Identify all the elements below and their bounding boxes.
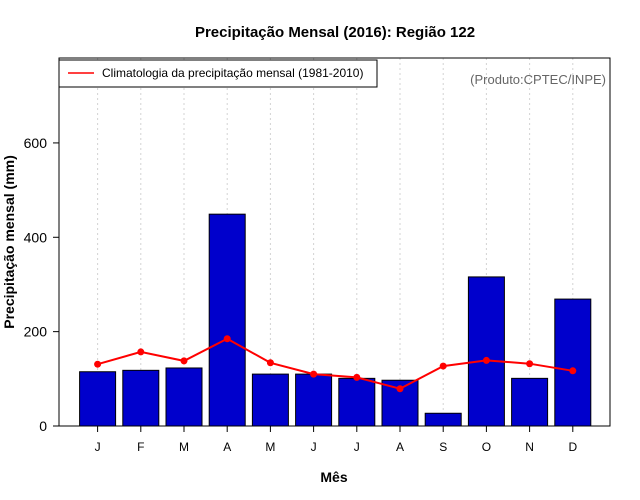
x-tick-label: J (95, 440, 101, 454)
precip-bar (338, 377, 376, 427)
climatology-point (310, 370, 318, 378)
legend-box (58, 59, 378, 88)
climatology-point (180, 357, 188, 365)
chart-title: Precipitação Mensal (2016): Região 122 (195, 24, 475, 41)
x-tick-label: M (179, 440, 189, 454)
precip-bar (511, 377, 549, 427)
y-tick-label: 0 (39, 418, 47, 434)
climatology-point (266, 359, 274, 367)
precip-bar (424, 412, 462, 427)
climatology-point (396, 385, 404, 393)
precip-bar (208, 213, 246, 427)
axes: 0 200 400 600 J F M A M J J A S O N D (24, 57, 611, 454)
bars (79, 213, 592, 427)
x-tick-label: J (354, 440, 360, 454)
x-tick-label: D (568, 440, 577, 454)
y-tick-label: 400 (24, 229, 48, 245)
precip-bar (79, 371, 117, 427)
climatology-point (482, 356, 490, 364)
climatology-line-group (94, 335, 577, 393)
legend-label: Climatologia da precipitação mensal (198… (102, 66, 363, 80)
precip-bar (295, 373, 333, 427)
x-tick-label: A (223, 440, 231, 454)
x-axis-label: Mês (320, 469, 347, 485)
climatology-point (353, 373, 361, 381)
climatology-line (97, 337, 573, 390)
climatology-point (569, 367, 577, 375)
climatology-point (94, 360, 102, 368)
y-tick-label: 600 (24, 135, 48, 151)
precip-bar (467, 276, 505, 427)
y-axis-label: Precipitação mensal (mm) (1, 155, 17, 329)
precip-bar (165, 367, 203, 427)
precip-bar (251, 373, 289, 427)
climatology-point (526, 360, 534, 368)
climatology-point (137, 348, 145, 356)
product-credit: (Produto:CPTEC/INPE) (470, 72, 606, 87)
climatology-point (223, 335, 231, 343)
x-tick-label: M (265, 440, 275, 454)
x-tick-label: A (396, 440, 404, 454)
x-tick-label: J (311, 440, 317, 454)
x-tick-label: O (482, 440, 491, 454)
precip-bar (122, 369, 160, 427)
x-tick-label: N (525, 440, 534, 454)
precip-bar (554, 298, 592, 427)
climatology-point (439, 362, 447, 370)
x-tick-label: F (137, 440, 144, 454)
x-tick-label: S (439, 440, 447, 454)
y-tick-label: 200 (24, 324, 48, 340)
legend: Climatologia da precipitação mensal (198… (58, 59, 378, 88)
plot-frame (58, 57, 611, 427)
